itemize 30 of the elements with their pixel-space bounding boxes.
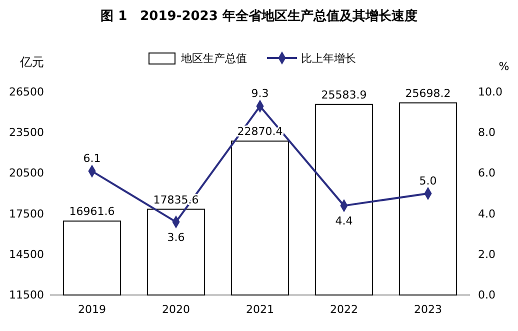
chart-title: 图 1 2019-2023 年全省地区生产总值及其增长速度 — [100, 8, 418, 24]
data-label: 16961.6 — [69, 205, 115, 218]
x-tick-label: 2022 — [330, 302, 358, 316]
y2-tick-label: 0.0 — [478, 288, 496, 302]
data-label: 25698.2 — [405, 86, 451, 100]
y2-tick-label: 8.0 — [478, 126, 496, 140]
y-tick-label: 14500 — [9, 248, 44, 261]
x-tick-label: 2020 — [162, 302, 190, 316]
x-tick-label: 2019 — [78, 302, 106, 316]
y2-tick-label: 6.0 — [478, 166, 496, 180]
y-axis-title: 亿元 — [19, 55, 44, 69]
y-tick-label: 23500 — [9, 126, 44, 140]
y2-tick-label: 2.0 — [478, 248, 496, 261]
data-label: 5.0 — [419, 174, 437, 188]
y2-axis-title: % — [498, 60, 510, 73]
legend-label: 地区生产总值 — [180, 52, 247, 65]
data-label: 6.1 — [83, 152, 101, 166]
y-tick-label: 20500 — [9, 166, 44, 180]
y-tick-label: 11500 — [9, 288, 44, 302]
y-tick-label: 17500 — [9, 207, 44, 220]
y2-tick-label: 4.0 — [478, 207, 496, 220]
data-label: 9.3 — [251, 87, 269, 100]
data-label: 3.6 — [167, 230, 185, 244]
data-label: 25583.9 — [321, 88, 367, 102]
x-tick-label: 2023 — [414, 302, 442, 316]
y-tick-label: 26500 — [9, 86, 44, 99]
legend-label: 比上年增长 — [301, 52, 356, 65]
x-tick-label: 2021 — [246, 302, 274, 316]
y2-tick-label: 10.0 — [478, 86, 502, 99]
data-label: 4.4 — [335, 214, 353, 228]
